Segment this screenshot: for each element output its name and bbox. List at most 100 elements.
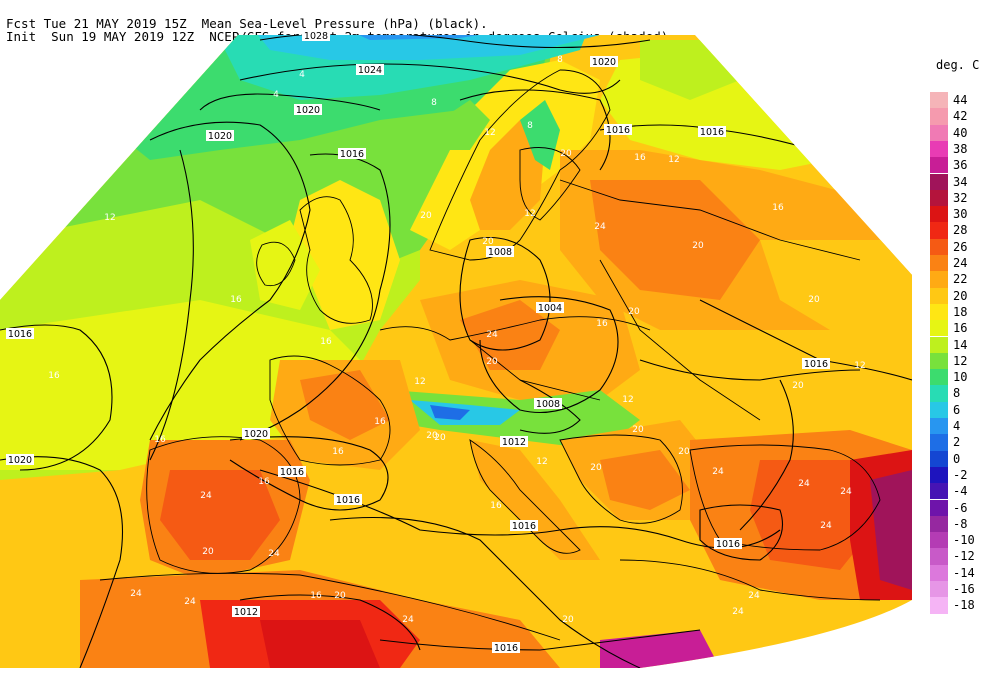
svg-text:1008: 1008 bbox=[536, 399, 560, 410]
isobar-label: 1020 bbox=[242, 428, 270, 440]
legend-item: 26 bbox=[930, 238, 1000, 255]
temperature-label: 20 bbox=[426, 431, 438, 441]
temperature-label: 24 bbox=[798, 479, 810, 489]
legend-label: -14 bbox=[953, 565, 975, 580]
legend-swatch bbox=[930, 369, 948, 386]
temperature-label: 24 bbox=[486, 330, 498, 340]
legend-swatch bbox=[930, 320, 948, 337]
legend-label: 24 bbox=[953, 256, 968, 270]
legend-item: 14 bbox=[930, 336, 1000, 353]
temperature-label: 20 bbox=[482, 237, 494, 247]
isobar-label: 1008 bbox=[534, 398, 562, 410]
temperature-label: 12 bbox=[854, 361, 865, 371]
temperature-label: 12 bbox=[524, 209, 535, 219]
legend-item: 24 bbox=[930, 255, 1000, 272]
temperature-label: 16 bbox=[310, 591, 322, 601]
legend-label: 4 bbox=[953, 419, 961, 433]
svg-text:1016: 1016 bbox=[494, 643, 518, 654]
legend-swatch bbox=[930, 483, 948, 500]
isobar-label: 1016 bbox=[492, 642, 520, 654]
legend-label: 38 bbox=[953, 141, 968, 156]
legend-swatch bbox=[930, 466, 948, 484]
temperature-label: 24 bbox=[402, 615, 414, 625]
svg-text:1020: 1020 bbox=[244, 429, 268, 440]
legend-label: 0 bbox=[953, 451, 961, 466]
legend-swatch bbox=[930, 222, 948, 239]
isobar-label: 1016 bbox=[278, 466, 306, 478]
legend-item: 40 bbox=[930, 124, 1000, 141]
legend-label: 8 bbox=[953, 386, 961, 401]
legend-swatch bbox=[930, 581, 948, 598]
legend-item: 10 bbox=[930, 369, 1000, 386]
legend-label: 36 bbox=[953, 158, 968, 173]
legend-item: 20 bbox=[930, 287, 1000, 304]
legend-label: 26 bbox=[953, 239, 968, 254]
legend-label: 18 bbox=[953, 304, 968, 319]
legend-item: 28 bbox=[930, 222, 1000, 239]
temperature-label: 20 bbox=[808, 295, 820, 305]
temperature-label: 24 bbox=[200, 491, 212, 501]
svg-text:1016: 1016 bbox=[340, 149, 364, 160]
legend-swatch bbox=[930, 564, 948, 581]
temperature-label: 16 bbox=[332, 447, 344, 457]
legend-item: -10 bbox=[930, 532, 1000, 549]
legend-label: 40 bbox=[953, 125, 968, 140]
temperature-label: 16 bbox=[772, 203, 784, 213]
svg-text:1012: 1012 bbox=[502, 437, 526, 448]
legend-label: 2 bbox=[953, 435, 961, 450]
legend-label: 42 bbox=[953, 109, 968, 124]
temperature-label: 20 bbox=[334, 591, 346, 601]
legend-item: 22 bbox=[930, 271, 1000, 288]
temperature-label: 24 bbox=[130, 589, 142, 599]
legend-swatch bbox=[930, 140, 948, 158]
isobar-label: 1012 bbox=[232, 606, 260, 618]
temperature-label: 12 bbox=[414, 377, 425, 387]
temperature-label: 24 bbox=[712, 467, 724, 477]
legend-swatch bbox=[930, 287, 948, 304]
legend-label: 30 bbox=[953, 207, 968, 222]
isobar-label: 1008 bbox=[486, 246, 514, 258]
legend-swatch bbox=[930, 515, 948, 533]
isobar-label: 1004 bbox=[536, 302, 564, 314]
legend-swatch bbox=[930, 434, 948, 451]
legend-item: 0 bbox=[930, 450, 1000, 467]
legend-swatch bbox=[930, 92, 948, 109]
legend-item: -2 bbox=[930, 466, 1000, 484]
temperature-label: 20 bbox=[628, 307, 640, 317]
legend-label: 12 bbox=[953, 353, 968, 368]
svg-text:1016: 1016 bbox=[716, 539, 740, 550]
isobar-label: 1016 bbox=[604, 124, 632, 136]
legend-label: -18 bbox=[953, 598, 975, 613]
legend-label: 28 bbox=[953, 223, 968, 238]
temperature-label: 16 bbox=[48, 371, 60, 381]
temperature-label: 20 bbox=[202, 547, 214, 557]
temperature-label: 16 bbox=[230, 295, 242, 305]
temperature-label: 16 bbox=[374, 417, 386, 427]
temperature-label: 16 bbox=[634, 153, 646, 163]
temperature-label: 20 bbox=[692, 241, 704, 251]
svg-text:1016: 1016 bbox=[8, 329, 32, 340]
legend-swatch bbox=[930, 499, 948, 516]
isobar-label: 1016 bbox=[334, 494, 362, 506]
legend-item: 32 bbox=[930, 189, 1000, 207]
legend-item: 2 bbox=[930, 434, 1000, 451]
temperature-label: 12 bbox=[484, 128, 495, 138]
temperature-label: 20 bbox=[434, 433, 446, 443]
isobar-label: 1016 bbox=[714, 538, 742, 550]
temperature-label: 16 bbox=[320, 337, 332, 347]
legend-swatch bbox=[930, 597, 948, 614]
legend-item: 8 bbox=[930, 385, 1000, 402]
legend-label: -4 bbox=[953, 484, 968, 499]
svg-text:1028: 1028 bbox=[304, 31, 328, 42]
svg-text:1024: 1024 bbox=[358, 65, 382, 76]
legend-swatch bbox=[930, 173, 948, 190]
legend-swatch bbox=[930, 532, 948, 549]
legend-item: -12 bbox=[930, 548, 1000, 565]
legend-swatch bbox=[930, 157, 948, 174]
legend-item: -8 bbox=[930, 515, 1000, 533]
legend-label: -10 bbox=[953, 533, 975, 548]
svg-text:1016: 1016 bbox=[336, 495, 360, 506]
temperature-label: 20 bbox=[420, 211, 432, 221]
legend-label: 22 bbox=[953, 272, 968, 287]
